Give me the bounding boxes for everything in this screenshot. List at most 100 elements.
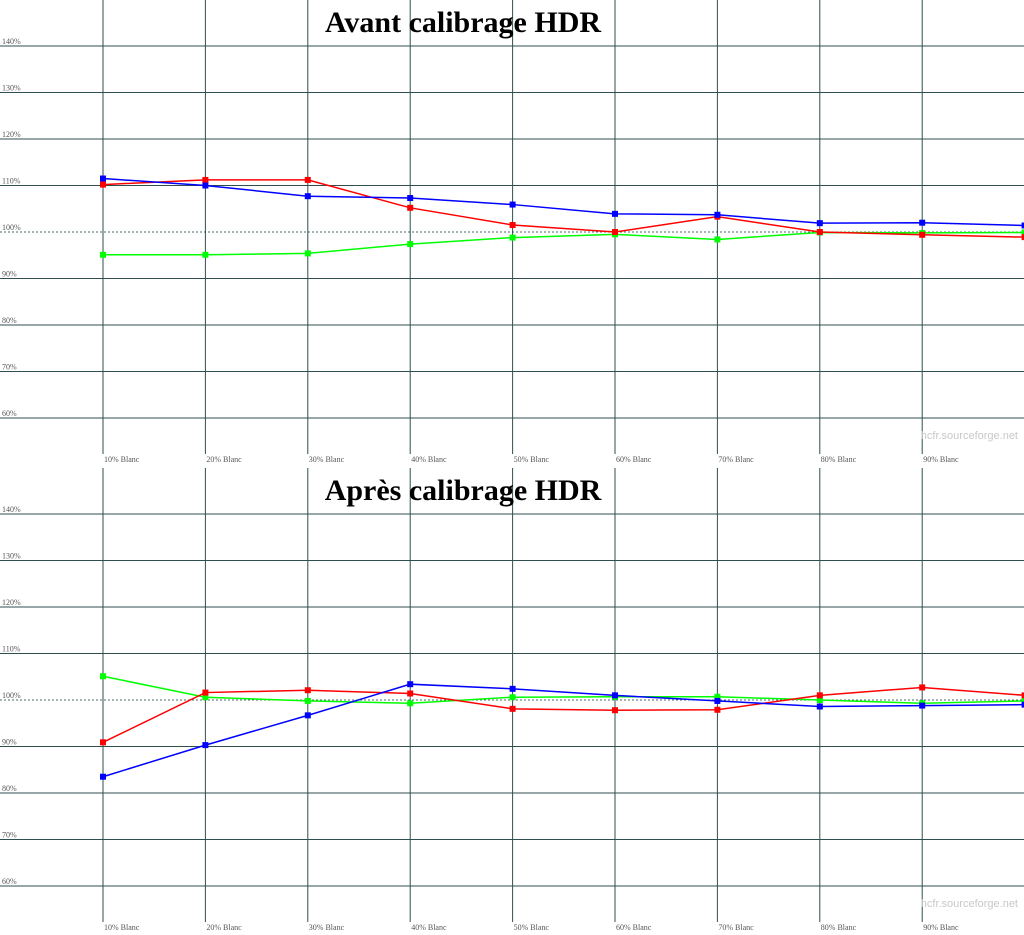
x-tick-label: 60% Blanc [616, 923, 652, 932]
y-tick-label: 120% [2, 598, 21, 607]
data-point [304, 250, 311, 257]
data-point [1021, 692, 1024, 699]
data-point [714, 693, 721, 700]
x-tick-label: 70% Blanc [718, 923, 754, 932]
y-tick-label: 100% [2, 223, 21, 232]
x-tick-label: 70% Blanc [718, 455, 754, 464]
y-tick-label: 60% [2, 409, 17, 418]
data-point [202, 176, 209, 183]
data-point [407, 700, 414, 707]
data-point [612, 210, 618, 217]
y-tick-label: 110% [2, 645, 21, 654]
x-tick-label: 40% Blanc [411, 455, 447, 464]
data-point [202, 689, 209, 696]
y-tick-label: 130% [2, 552, 21, 561]
chart-before-svg: 60% 70% 80% 90% 100% 110% 120% 130% 140% 10% Blan… [0, 0, 1024, 464]
x-tick-label: 30% Blanc [309, 455, 345, 464]
data-point [100, 773, 106, 780]
x-tick-label: 20% Blanc [206, 455, 242, 464]
data-point [612, 707, 618, 714]
x-tick-label: 20% Blanc [206, 923, 242, 932]
data-point [816, 703, 823, 710]
data-point [714, 697, 721, 704]
data-point [919, 231, 926, 238]
x-tick-label: 80% Blanc [821, 923, 857, 932]
data-point [919, 684, 926, 691]
data-point [509, 201, 516, 208]
y-tick-label: 90% [2, 270, 17, 279]
data-point [816, 697, 823, 703]
data-point [202, 182, 209, 189]
chart-title-before: Avant calibrage HDR [324, 6, 602, 39]
data-point [1021, 697, 1024, 704]
data-point [407, 690, 414, 697]
data-point [509, 685, 516, 692]
series-line [102, 686, 1024, 743]
data-point [919, 219, 926, 226]
y-tick-label: 60% [2, 877, 17, 886]
data-point [1021, 701, 1024, 708]
data-point [1021, 222, 1024, 229]
data-point [202, 694, 209, 701]
data-point [1021, 229, 1024, 236]
series-line [102, 177, 1024, 227]
x-tick-label: 10% Blanc [104, 923, 140, 932]
data-point [304, 697, 311, 704]
x-tick-label: 90% Blanc [923, 455, 959, 464]
data-point [202, 251, 209, 258]
data-point [304, 687, 311, 694]
data-point [100, 251, 106, 258]
data-point [714, 706, 721, 713]
x-tick-label: 90% Blanc [923, 923, 959, 932]
x-tick-label: 50% Blanc [514, 455, 550, 464]
watermark-text: hcfr.sourceforge.net [921, 430, 1018, 442]
data-point [202, 742, 209, 749]
x-tick-label: 40% Blanc [411, 923, 447, 932]
data-point [919, 702, 926, 709]
series-line [102, 683, 1024, 778]
data-point [714, 236, 721, 243]
chart-after-svg: 60% 70% 80% 90% 100% 110% 120% 130% 140% 10% Blan… [0, 468, 1024, 932]
data-point [304, 193, 311, 200]
x-tick-label: 10% Blanc [104, 455, 140, 464]
y-tick-label: 100% [2, 691, 21, 700]
data-point [816, 220, 823, 227]
data-point [509, 705, 516, 712]
series-line [102, 675, 1024, 705]
y-tick-label: 80% [2, 316, 17, 325]
data-point [509, 222, 516, 229]
y-tick-label: 140% [2, 505, 21, 514]
y-tick-label: 70% [2, 363, 17, 372]
data-point [304, 176, 311, 183]
data-point [407, 204, 414, 211]
data-point [407, 195, 414, 202]
data-point [509, 234, 516, 241]
data-point [816, 229, 823, 235]
x-tick-label: 80% Blanc [821, 455, 857, 464]
y-tick-label: 140% [2, 37, 21, 46]
data-point [816, 692, 823, 699]
data-point [100, 175, 106, 182]
data-point [407, 241, 414, 248]
series-line [102, 179, 1024, 238]
chart-before-calibration: 60% 70% 80% 90% 100% 110% 120% 130% 140% 10% Blan… [0, 0, 1024, 467]
data-point [407, 681, 414, 688]
data-point [612, 692, 618, 699]
series-line [103, 231, 1024, 256]
x-tick-label: 60% Blanc [616, 455, 652, 464]
data-point [100, 673, 106, 680]
data-point [100, 739, 106, 746]
x-tick-label: 30% Blanc [309, 923, 345, 932]
watermark-text: hcfr.sourceforge.net [921, 898, 1018, 910]
data-point [509, 694, 516, 701]
y-tick-label: 130% [2, 84, 21, 93]
chart-after-calibration: 60% 70% 80% 90% 100% 110% 120% 130% 140% 10% Blan… [0, 468, 1024, 935]
y-tick-label: 110% [2, 177, 21, 186]
y-tick-label: 90% [2, 738, 17, 747]
x-tick-label: 50% Blanc [514, 923, 550, 932]
chart-title-after: Après calibrage HDR [324, 474, 602, 507]
data-point [304, 712, 311, 719]
y-tick-label: 80% [2, 784, 17, 793]
y-tick-label: 70% [2, 831, 17, 840]
data-point [612, 229, 618, 235]
